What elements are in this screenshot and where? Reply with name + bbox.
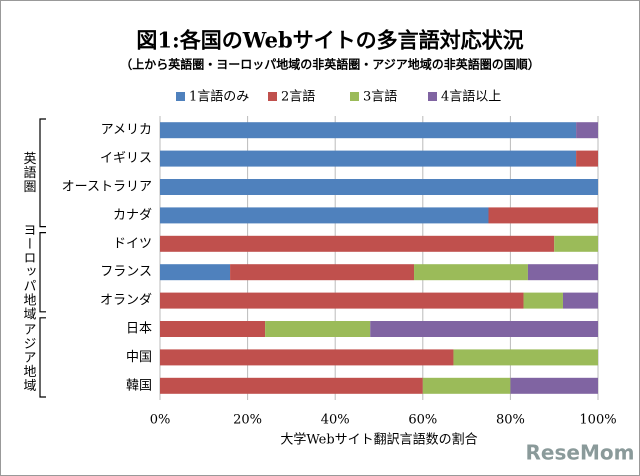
group-label: ヨーロッパ地域 — [21, 223, 37, 321]
bar-segment — [576, 122, 598, 139]
bar-segment — [160, 377, 423, 394]
group-bracket — [39, 118, 46, 228]
y-tick-label: 韓国 — [126, 378, 152, 393]
bar-segment — [160, 264, 231, 281]
x-tick-label: 80% — [496, 413, 525, 428]
y-tick-label: オランダ — [100, 293, 152, 308]
x-tick-label: 0% — [150, 413, 171, 428]
y-tick-label: カナダ — [113, 208, 152, 223]
bar-segment — [160, 207, 489, 224]
legend-swatch — [428, 92, 437, 101]
group-bracket — [39, 232, 46, 313]
x-tick-label: 20% — [233, 413, 262, 428]
x-axis-label: 大学Webサイト翻訳言語数の割合 — [280, 432, 477, 448]
bar-segment — [160, 122, 577, 139]
bar-segment — [554, 235, 598, 252]
bar-segment — [527, 264, 598, 281]
bar-segment — [160, 349, 454, 366]
bar-segment — [488, 207, 598, 224]
bar-segment — [265, 321, 371, 337]
bar-segment — [160, 179, 598, 195]
bar-segment — [576, 150, 598, 167]
legend-label: 1言語のみ — [189, 89, 249, 105]
legend-label: 2言語 — [281, 89, 315, 105]
bar-segment — [160, 235, 555, 252]
bar-segment — [230, 264, 415, 281]
legend-swatch — [268, 92, 277, 101]
group-bracket — [39, 317, 46, 398]
y-tick-label: 中国 — [126, 350, 152, 365]
bar-segment — [562, 292, 598, 309]
y-tick-label: アメリカ — [101, 123, 152, 138]
bar-segment — [160, 321, 266, 337]
group-label: 英語圏 — [21, 152, 37, 194]
x-tick-label: 100% — [579, 413, 616, 428]
chart-title: 図1:各国のWebサイトの多言語対応状況 — [136, 28, 523, 53]
y-tick-label: フランス — [100, 265, 152, 280]
x-tick-label: 60% — [408, 413, 437, 428]
y-tick-label: 日本 — [126, 322, 152, 337]
bar-segment — [422, 377, 511, 394]
bar-segment — [160, 150, 577, 167]
x-tick-label: 40% — [321, 413, 350, 428]
chart-subtitle: （上から英語圏・ヨーロッパ地域の非英語圏・アジア地域の非英語圏の国順） — [120, 57, 540, 72]
bar-segment — [414, 264, 528, 281]
legend-label: 4言語以上 — [441, 89, 501, 105]
group-label: アジア地域 — [21, 322, 37, 392]
bar-segment — [370, 321, 598, 337]
bar-segment — [510, 377, 598, 394]
y-tick-label: イギリス — [100, 151, 152, 166]
bar-segment — [453, 349, 598, 366]
watermark: ReseMom — [526, 441, 635, 465]
bar-segment — [160, 292, 524, 309]
y-tick-label: ドイツ — [113, 236, 152, 251]
legend-swatch — [350, 92, 359, 101]
bar-segment — [523, 292, 563, 309]
y-tick-label: オーストラリア — [62, 180, 152, 195]
legend-label: 3言語 — [363, 89, 397, 105]
legend-swatch — [176, 92, 185, 101]
